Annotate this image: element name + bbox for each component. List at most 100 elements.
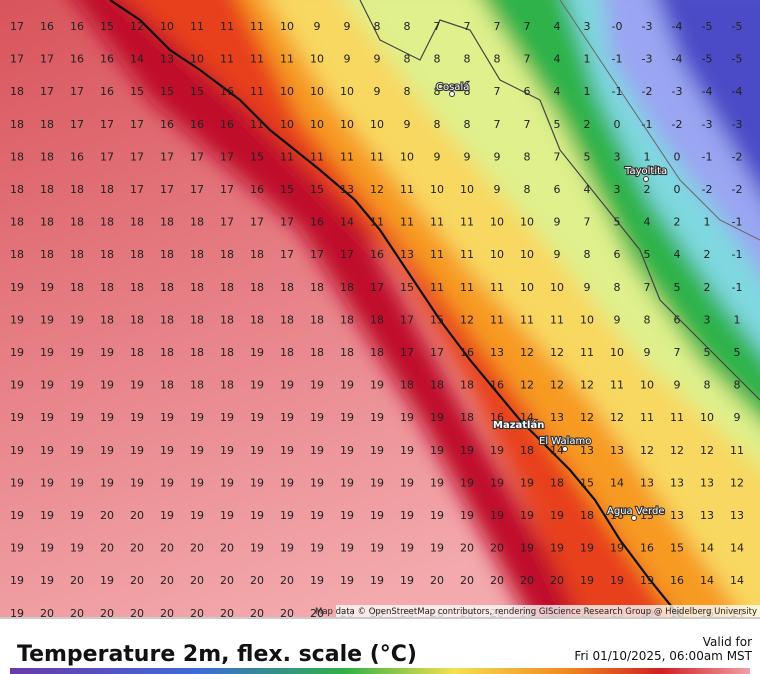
grid-value: 18 <box>190 346 204 359</box>
grid-value: 20 <box>490 542 504 555</box>
grid-value: 19 <box>130 444 144 457</box>
grid-value: 2 <box>644 183 651 196</box>
grid-value: 16 <box>70 150 84 163</box>
grid-value: 18 <box>250 313 264 326</box>
grid-value: 18 <box>160 248 174 261</box>
grid-value: 7 <box>524 20 531 33</box>
grid-value: 20 <box>460 542 474 555</box>
grid-value: 18 <box>460 379 474 392</box>
grid-value: 7 <box>554 150 561 163</box>
grid-value: 19 <box>310 476 324 489</box>
grid-value: 10 <box>400 150 414 163</box>
grid-value: 15 <box>670 542 684 555</box>
grid-value: 9 <box>344 20 351 33</box>
grid-value: 10 <box>490 216 504 229</box>
grid-value: 16 <box>610 509 624 522</box>
grid-value: 19 <box>100 574 114 587</box>
grid-value: 13 <box>610 444 624 457</box>
grid-value: 18 <box>190 281 204 294</box>
grid-value: 19 <box>40 542 54 555</box>
grid-value: 19 <box>310 509 324 522</box>
grid-value: 19 <box>100 346 114 359</box>
grid-value: 8 <box>524 150 531 163</box>
grid-value: 18 <box>250 248 264 261</box>
grid-value: 11 <box>610 379 624 392</box>
grid-value: 16 <box>310 216 324 229</box>
grid-value: 19 <box>70 379 84 392</box>
grid-value: 10 <box>280 20 294 33</box>
grid-value: -1 <box>702 150 713 163</box>
grid-value: 16 <box>70 20 84 33</box>
grid-value: 20 <box>220 607 234 620</box>
grid-value: 19 <box>370 574 384 587</box>
grid-value: 6 <box>554 183 561 196</box>
grid-value: -4 <box>702 85 713 98</box>
grid-value: 15 <box>580 476 594 489</box>
grid-value: 15 <box>250 150 264 163</box>
valid-time: Fri 01/10/2025, 06:00am MST <box>574 649 752 663</box>
grid-value: 19 <box>280 411 294 424</box>
grid-value: 15 <box>190 85 204 98</box>
grid-value: 18 <box>10 183 24 196</box>
grid-value: 19 <box>430 411 444 424</box>
grid-value: 13 <box>490 346 504 359</box>
grid-value: 19 <box>130 476 144 489</box>
grid-value: 18 <box>370 313 384 326</box>
grid-value: 19 <box>610 542 624 555</box>
grid-value: 16 <box>490 379 504 392</box>
grid-value: 6 <box>614 248 621 261</box>
grid-value: 19 <box>160 476 174 489</box>
grid-value: 11 <box>730 444 744 457</box>
grid-value: 19 <box>70 444 84 457</box>
grid-value: 4 <box>554 20 561 33</box>
grid-value: 5 <box>584 150 591 163</box>
grid-value: 19 <box>40 509 54 522</box>
grid-value: 3 <box>704 313 711 326</box>
grid-value: 17 <box>40 53 54 66</box>
grid-value: 17 <box>190 183 204 196</box>
grid-value: 20 <box>130 574 144 587</box>
grid-value: 7 <box>494 85 501 98</box>
place-label: Tayoltita <box>624 166 667 177</box>
grid-value: 19 <box>460 444 474 457</box>
grid-value: 19 <box>310 444 324 457</box>
grid-value: 19 <box>190 411 204 424</box>
grid-value: -2 <box>642 85 653 98</box>
grid-value: 4 <box>584 183 591 196</box>
grid-value: 19 <box>40 411 54 424</box>
grid-value: 10 <box>580 313 594 326</box>
grid-value: 4 <box>554 53 561 66</box>
grid-value: 16 <box>670 574 684 587</box>
grid-value: 19 <box>460 509 474 522</box>
grid-value: 18 <box>130 248 144 261</box>
grid-value: 18 <box>280 281 294 294</box>
grid-value: 8 <box>404 20 411 33</box>
grid-value: 18 <box>100 216 114 229</box>
grid-value: 20 <box>190 542 204 555</box>
grid-value: -4 <box>732 85 743 98</box>
grid-value: 12 <box>640 444 654 457</box>
grid-value: 19 <box>40 313 54 326</box>
grid-value: 10 <box>280 85 294 98</box>
grid-value: 19 <box>250 476 264 489</box>
grid-value: 18 <box>220 248 234 261</box>
grid-value: 11 <box>490 313 504 326</box>
grid-value: -2 <box>732 183 743 196</box>
grid-value: 11 <box>370 150 384 163</box>
grid-value: 19 <box>520 476 534 489</box>
grid-value: 18 <box>130 313 144 326</box>
grid-value: 19 <box>70 313 84 326</box>
grid-value: 18 <box>10 150 24 163</box>
grid-value: 19 <box>40 379 54 392</box>
grid-value: 8 <box>494 53 501 66</box>
color-scale <box>10 668 750 674</box>
grid-value: 19 <box>70 411 84 424</box>
grid-value: 16 <box>460 346 474 359</box>
grid-value: 15 <box>130 85 144 98</box>
grid-value: 17 <box>160 150 174 163</box>
grid-value: 14 <box>700 574 714 587</box>
grid-value: 18 <box>100 183 114 196</box>
grid-value: 11 <box>190 20 204 33</box>
grid-value: 8 <box>524 183 531 196</box>
grid-value: 18 <box>280 346 294 359</box>
